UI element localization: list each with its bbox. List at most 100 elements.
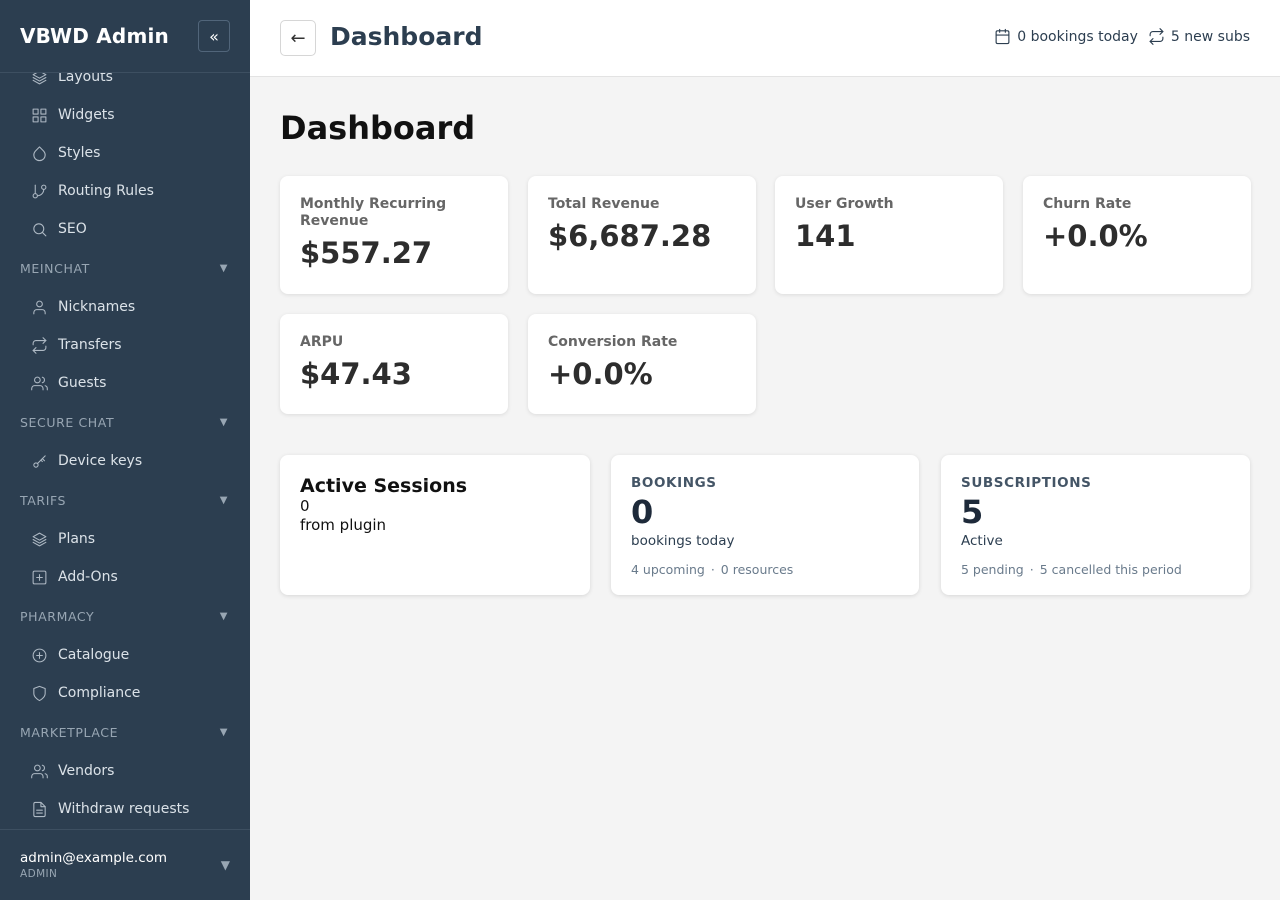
section-tarifs[interactable]: TARIFS ▼ [0, 480, 250, 520]
stat-label: Conversion Rate [548, 334, 678, 350]
sidebar-item-routing-rules[interactable]: Routing Rules [0, 172, 250, 210]
caret-down-icon: ▼ [220, 858, 230, 872]
sidebar-item-label: Add-Ons [58, 569, 118, 585]
sidebar-item-label: Device keys [58, 453, 143, 469]
sidebar-item-device-keys[interactable]: Device keys [0, 442, 250, 480]
subscriptions-footer: 5 pending · 5 cancelled this period [961, 562, 1230, 577]
stat-card-total-revenue: Total Revenue $6,687.28 [528, 176, 756, 294]
stat-card-mrr: Monthly Recurring Revenue $557.27 [280, 176, 508, 294]
sidebar-item-label: Withdraw requests [58, 801, 190, 817]
plus-circle-icon [30, 646, 48, 664]
new-subs-text: 5 new subs [1170, 28, 1250, 45]
section-title: SECURE CHAT [20, 414, 115, 430]
subscriptions-widget: SUBSCRIPTIONS 5 Active 5 pending · 5 cance… [941, 455, 1250, 595]
subscriptions-count: 5 [961, 493, 984, 531]
sidebar-item-layouts[interactable]: Layouts [0, 73, 250, 96]
bookings-upcoming: 4 upcoming [631, 562, 705, 577]
stat-card-churn-rate: Churn Rate +0.0% [1023, 176, 1251, 294]
bookings-widget: BOOKINGS 0 bookings today 4 upcoming · 0 r… [611, 455, 919, 595]
stat-label: Monthly Recurring Revenue [300, 196, 447, 229]
git-branch-icon [30, 182, 48, 200]
widget-title: Active Sessions [300, 475, 468, 497]
sidebar-item-guests[interactable]: Guests [0, 364, 250, 402]
subscriptions-subtitle: Active [961, 533, 1003, 549]
stat-label: Churn Rate [1043, 196, 1132, 212]
section-marketplace[interactable]: MARKETPLACE ▼ [0, 712, 250, 752]
stat-value: +0.0% [548, 357, 653, 391]
caret-down-icon: ▼ [219, 726, 228, 738]
separator-dot: · [1029, 562, 1034, 577]
bookings-today-text: 0 bookings today [1017, 28, 1138, 45]
sidebar-item-label: Styles [58, 145, 101, 161]
sidebar: VBWD Admin « Layouts Widgets Styles Rout… [0, 0, 250, 900]
caret-down-icon: ▼ [219, 610, 228, 622]
user-role: ADMIN [20, 868, 58, 880]
user-icon [30, 298, 48, 316]
stat-card-arpu: ARPU $47.43 [280, 314, 508, 414]
sidebar-item-add-ons[interactable]: Add-Ons [0, 558, 250, 596]
users-icon [30, 374, 48, 392]
sidebar-item-label: Guests [58, 375, 107, 391]
sidebar-item-label: Vendors [58, 763, 115, 779]
sidebar-item-seo[interactable]: SEO [0, 210, 250, 248]
active-sessions-value: 0 [300, 497, 310, 515]
sidebar-nav[interactable]: Layouts Widgets Styles Routing Rules SEO… [0, 73, 250, 829]
sidebar-item-styles[interactable]: Styles [0, 134, 250, 172]
caret-down-icon: ▼ [219, 494, 228, 506]
sidebar-item-label: Compliance [58, 685, 141, 701]
section-meinchat[interactable]: MEINCHAT ▼ [0, 248, 250, 288]
stat-label: User Growth [795, 196, 894, 212]
section-title: MEINCHAT [20, 260, 90, 276]
shield-icon [30, 684, 48, 702]
sidebar-item-label: Catalogue [58, 647, 130, 663]
stat-label: Total Revenue [548, 196, 660, 212]
stat-value: $557.27 [300, 236, 433, 270]
widget-heading: SUBSCRIPTIONS [961, 475, 1092, 491]
sidebar-item-transfers[interactable]: Transfers [0, 326, 250, 364]
header-summary: 0 bookings today 5 new subs [984, 28, 1250, 45]
sidebar-item-label: Nicknames [58, 299, 136, 315]
layers-icon [30, 73, 48, 86]
sidebar-item-label: Layouts [58, 73, 113, 85]
bookings-resources: 0 resources [720, 562, 794, 577]
bookings-subtitle: bookings today [631, 533, 735, 549]
sidebar-item-label: Transfers [58, 337, 122, 353]
caret-down-icon: ▼ [219, 416, 228, 428]
back-button[interactable]: ← [280, 20, 316, 56]
droplet-icon [30, 144, 48, 162]
sidebar-item-widgets[interactable]: Widgets [0, 96, 250, 134]
sidebar-item-withdraw-requests[interactable]: Withdraw requests [0, 790, 250, 828]
search-icon [30, 220, 48, 238]
stat-value: +0.0% [1043, 219, 1148, 253]
collapse-sidebar-button[interactable]: « [198, 20, 230, 52]
section-secure-chat[interactable]: SECURE CHAT ▼ [0, 402, 250, 442]
section-pharmacy[interactable]: PHARMACY ▼ [0, 596, 250, 636]
bookings-today-indicator: 0 bookings today [994, 28, 1138, 45]
new-subs-indicator: 5 new subs [1148, 28, 1250, 45]
section-title: MARKETPLACE [20, 724, 119, 740]
sidebar-item-nicknames[interactable]: Nicknames [0, 288, 250, 326]
sidebar-item-plans[interactable]: Plans [0, 520, 250, 558]
sidebar-item-catalogue[interactable]: Catalogue [0, 636, 250, 674]
widget-heading: BOOKINGS [631, 475, 717, 491]
subscriptions-pending: 5 pending [961, 562, 1024, 577]
users-icon [30, 762, 48, 780]
stat-card-user-growth: User Growth 141 [775, 176, 1003, 294]
user-email: admin@example.com [20, 850, 168, 866]
layers-icon [30, 530, 48, 548]
key-icon [30, 452, 48, 470]
stat-value: $47.43 [300, 357, 412, 391]
page-title: Dashboard [280, 109, 476, 147]
sidebar-item-vendors[interactable]: Vendors [0, 752, 250, 790]
separator-dot: · [710, 562, 715, 577]
grid-icon [30, 106, 48, 124]
section-title: PHARMACY [20, 608, 95, 624]
bookings-footer: 4 upcoming · 0 resources [631, 562, 899, 577]
sidebar-header: VBWD Admin « [0, 0, 250, 73]
section-title: TARIFS [20, 492, 67, 508]
sidebar-item-compliance[interactable]: Compliance [0, 674, 250, 712]
file-text-icon [30, 800, 48, 818]
repeat-icon [30, 336, 48, 354]
user-menu[interactable]: admin@example.com ADMIN ▼ [0, 829, 250, 900]
stat-card-conversion-rate: Conversion Rate +0.0% [528, 314, 756, 414]
